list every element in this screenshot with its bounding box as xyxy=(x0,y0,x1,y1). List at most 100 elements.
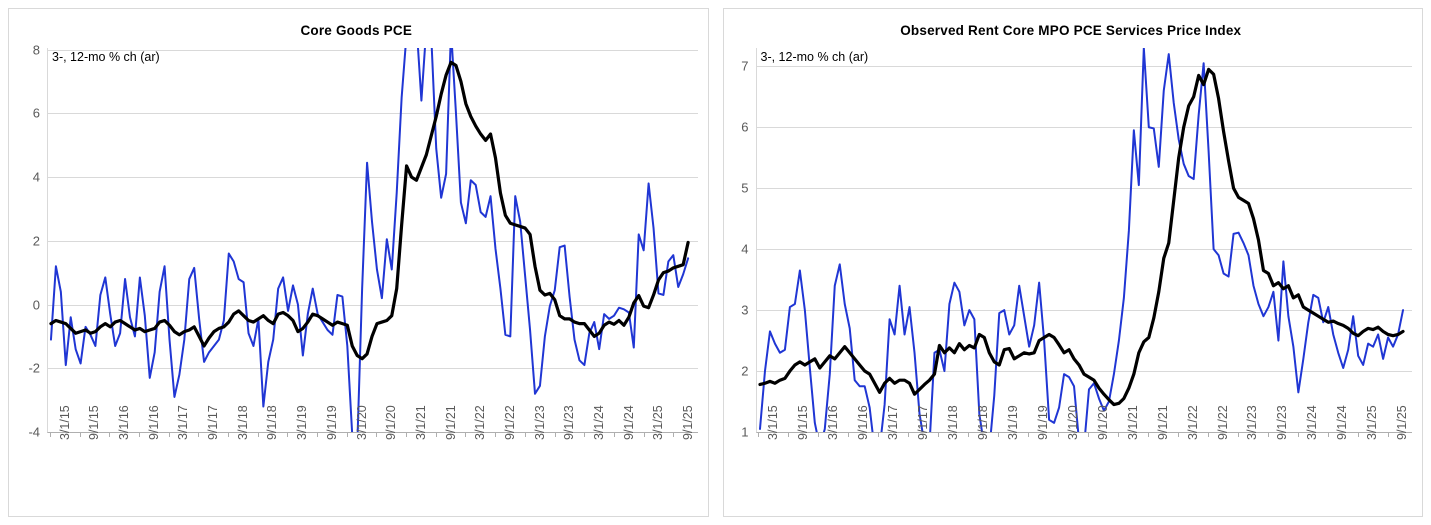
x-axis-tick xyxy=(554,433,556,437)
x-axis-label: 9/1/19 xyxy=(324,405,339,440)
x-axis-tick xyxy=(1267,433,1269,437)
x-axis-tick xyxy=(848,433,850,437)
x-axis-label: 9/1/22 xyxy=(502,405,517,440)
x-axis-label: 9/1/24 xyxy=(1335,405,1350,440)
x-axis-tick xyxy=(198,433,200,437)
gridline-y--2 xyxy=(48,368,698,370)
x-axis-tick xyxy=(1207,433,1209,437)
charts-row: Core Goods PCE 8 6 4 2 0 -2 -4 3-, 12-mo % ch … xyxy=(8,8,1423,517)
plot-area: 3-, 12-mo % ch (ar) xyxy=(755,48,1412,433)
x-axis-tick xyxy=(228,433,230,437)
y-axis: 8 6 4 2 0 -2 -4 xyxy=(15,43,47,438)
x-axis-tick xyxy=(968,433,970,437)
x-axis-label: 9/1/16 xyxy=(855,405,870,440)
x-axis: 3/1/15 9/1/15 3/1/16 9/1/16 3/1/17 9/1/17 3/1/… xyxy=(756,405,1413,499)
x-axis-label: 3/1/18 xyxy=(235,405,250,440)
x-axis-label: 3/1/16 xyxy=(116,405,131,440)
x-axis-label: 9/1/20 xyxy=(383,405,398,440)
x-axis-tick xyxy=(1297,433,1299,437)
x-axis-tick xyxy=(1327,433,1329,437)
chart-panel-observed-rent: Observed Rent Core MPO PCE Services Pric… xyxy=(722,8,1423,517)
chart-body: 8 6 4 2 0 -2 -4 3-, 12-mo % ch (ar) 3/1/15 9/1/… xyxy=(15,43,698,499)
y-axis-label: 8 xyxy=(32,42,40,58)
y-axis-label: 2 xyxy=(32,233,40,249)
x-axis-label: 3/1/16 xyxy=(825,405,840,440)
x-axis-tick xyxy=(643,433,645,437)
y-axis-label: 0 xyxy=(32,297,40,313)
x-axis-label: 9/1/16 xyxy=(146,405,161,440)
y-axis-label: 6 xyxy=(741,119,749,135)
x-axis-label: 3/1/17 xyxy=(176,405,191,440)
y-axis-label: 5 xyxy=(741,180,749,196)
gridline-y-4 xyxy=(48,177,698,179)
x-axis-tick xyxy=(998,433,1000,437)
x-axis-label: 3/1/25 xyxy=(1365,405,1380,440)
x-axis-label: 9/1/22 xyxy=(1215,405,1230,440)
chart-body: 7 6 5 4 3 2 1 3-, 12-mo % ch (ar) 3/1/15 9/1/15… xyxy=(730,48,1413,499)
line-12mo xyxy=(51,62,688,358)
x-axis-tick xyxy=(938,433,940,437)
x-axis-label: 3/1/20 xyxy=(1065,405,1080,440)
x-axis-tick xyxy=(465,433,467,437)
x-axis-tick xyxy=(495,433,497,437)
x-axis-tick xyxy=(1028,433,1030,437)
chart-title: Core Goods PCE xyxy=(300,23,413,38)
x-axis-label: 3/1/22 xyxy=(1185,405,1200,440)
axis-units-annotation: 3-, 12-mo % ch (ar) xyxy=(760,50,869,64)
x-axis-label: 3/1/17 xyxy=(885,405,900,440)
x-axis-tick xyxy=(79,433,81,437)
x-axis-tick xyxy=(1177,433,1179,437)
x-axis-label: 9/1/15 xyxy=(795,405,810,440)
x-axis-label: 3/1/21 xyxy=(413,405,428,440)
x-axis-tick xyxy=(524,433,526,437)
gridline-y-7 xyxy=(756,66,1412,68)
y-axis-label: 4 xyxy=(741,241,749,257)
x-axis-label: 3/1/21 xyxy=(1125,405,1140,440)
x-axis-tick xyxy=(346,433,348,437)
x-axis-tick xyxy=(287,433,289,437)
x-axis-tick xyxy=(317,433,319,437)
plot-area: 3-, 12-mo % ch (ar) xyxy=(47,48,698,433)
y-axis-label: 1 xyxy=(741,424,749,440)
x-axis-tick xyxy=(818,433,820,437)
gridline-y-5 xyxy=(756,188,1412,190)
x-axis-tick xyxy=(908,433,910,437)
x-axis-label: 3/1/19 xyxy=(294,405,309,440)
line-3mo xyxy=(51,48,688,432)
gridline-y-4 xyxy=(756,249,1412,251)
x-axis-tick xyxy=(168,433,170,437)
line-3mo xyxy=(759,48,1402,432)
x-axis-tick xyxy=(1357,433,1359,437)
line-12mo xyxy=(759,69,1402,404)
x-axis: 3/1/15 9/1/15 3/1/16 9/1/16 3/1/17 9/1/17 3/1/… xyxy=(47,405,698,499)
x-axis-label: 3/1/19 xyxy=(1005,405,1020,440)
x-axis-tick xyxy=(788,433,790,437)
x-axis-tick xyxy=(1117,433,1119,437)
y-axis-label: 7 xyxy=(741,58,749,74)
x-axis-label: 3/1/15 xyxy=(765,405,780,440)
y-axis-label: 6 xyxy=(32,105,40,121)
y-axis: 7 6 5 4 3 2 1 xyxy=(730,48,756,439)
gridline-y-8 xyxy=(48,49,698,51)
x-axis-label: 3/1/15 xyxy=(57,405,72,440)
x-axis-label: 9/1/23 xyxy=(562,405,577,440)
y-axis-label: 4 xyxy=(32,169,40,185)
x-axis-tick xyxy=(1147,433,1149,437)
plot-column: 3-, 12-mo % ch (ar) 3/1/15 9/1/15 3/1/16 9/… xyxy=(755,48,1413,499)
x-axis-tick xyxy=(376,433,378,437)
x-axis-tick xyxy=(139,433,140,437)
x-axis-label: 3/1/25 xyxy=(651,405,666,440)
x-axis-label: 9/1/21 xyxy=(443,405,458,440)
x-axis-label: 3/1/24 xyxy=(1305,405,1320,440)
x-axis-label: 3/1/22 xyxy=(472,405,487,440)
chart-panel-core-goods-pce: Core Goods PCE 8 6 4 2 0 -2 -4 3-, 12-mo % ch … xyxy=(8,8,709,517)
x-axis-label: 9/1/18 xyxy=(265,405,280,440)
x-axis-label: 9/1/20 xyxy=(1095,405,1110,440)
x-axis-label: 3/1/18 xyxy=(945,405,960,440)
x-axis-tick xyxy=(257,433,259,437)
y-axis-label: -2 xyxy=(28,360,40,376)
x-axis-label: 9/1/25 xyxy=(680,405,695,440)
gridline-y-6 xyxy=(756,127,1412,129)
plot-column: 3-, 12-mo % ch (ar) 3/1/15 9/1/15 3/1/16 9/… xyxy=(47,48,698,499)
gridline-y-0 xyxy=(48,304,698,306)
